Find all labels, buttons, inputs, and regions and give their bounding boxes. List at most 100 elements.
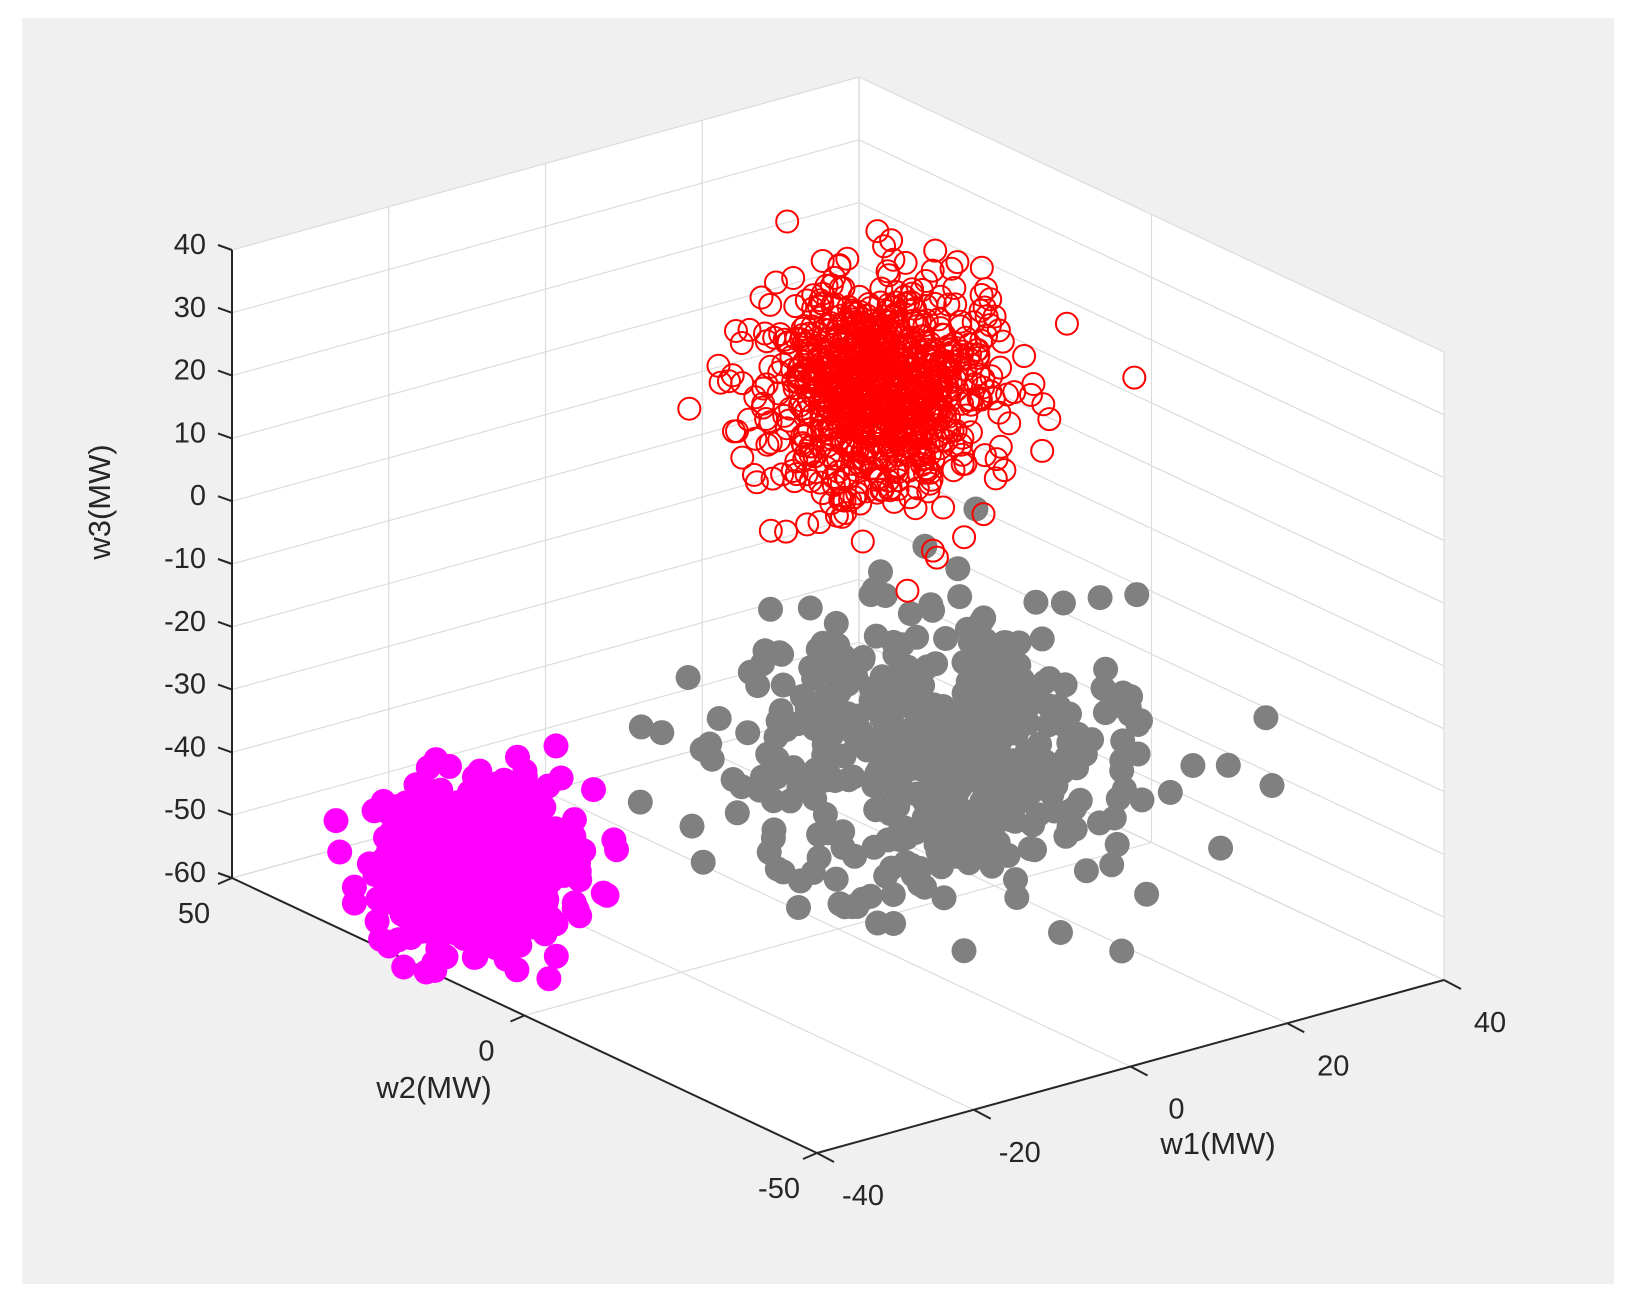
- data-point: [894, 679, 920, 705]
- data-point: [863, 623, 889, 649]
- data-point: [998, 680, 1024, 706]
- data-point: [886, 733, 912, 759]
- data-point: [628, 714, 654, 740]
- grid-line: [231, 327, 860, 502]
- data-point: [802, 444, 827, 469]
- data-point: [770, 672, 796, 698]
- data-point: [512, 833, 538, 859]
- data-point: [512, 758, 538, 784]
- data-point: [972, 295, 997, 320]
- data-point: [413, 959, 439, 985]
- z-tick-label: -10: [164, 543, 206, 575]
- data-point: [957, 699, 983, 725]
- data-point: [963, 496, 989, 522]
- data-point: [951, 938, 977, 964]
- data-point: [1073, 858, 1099, 884]
- data-point: [941, 349, 966, 374]
- data-point: [784, 449, 809, 474]
- data-point: [942, 276, 967, 300]
- data-point: [504, 957, 530, 983]
- data-point: [941, 761, 967, 786]
- data-point: [377, 929, 403, 955]
- data-point: [416, 844, 442, 870]
- data-point: [881, 911, 907, 936]
- data-point: [923, 651, 949, 677]
- data-point: [725, 419, 749, 444]
- data-point: [986, 318, 1011, 343]
- data-point: [800, 859, 826, 885]
- data-point: [880, 389, 905, 414]
- data-point: [842, 485, 867, 510]
- data-point: [838, 364, 863, 389]
- data-point: [912, 874, 938, 900]
- data-point: [888, 655, 914, 681]
- data-point: [449, 809, 475, 834]
- z-tick: [217, 306, 233, 314]
- z-tick-label: -30: [164, 669, 206, 701]
- data-point: [767, 428, 792, 453]
- data-point: [898, 485, 923, 510]
- data-point: [1259, 773, 1285, 798]
- data-point: [393, 790, 419, 816]
- data-point: [1124, 582, 1150, 608]
- data-point: [1019, 382, 1043, 407]
- data-point: [1079, 727, 1105, 753]
- data-point: [1002, 808, 1028, 834]
- data-point: [561, 824, 587, 849]
- y-axis-label: w2(MW): [375, 1070, 491, 1105]
- data-point: [1109, 748, 1135, 774]
- data-point: [850, 529, 875, 554]
- data-point: [502, 796, 528, 822]
- data-point: [373, 825, 398, 851]
- data-point: [987, 400, 1012, 425]
- data-point: [926, 395, 951, 420]
- data-point: [856, 386, 881, 411]
- data-point: [794, 288, 819, 313]
- data-point: [801, 296, 826, 321]
- y-tick: [217, 877, 233, 885]
- data-point: [1054, 311, 1079, 336]
- data-point: [968, 387, 993, 412]
- z-tick-label: 40: [174, 229, 206, 261]
- data-point: [909, 278, 934, 302]
- data-point: [869, 276, 894, 301]
- data-point: [870, 336, 895, 361]
- z-tick: [217, 495, 233, 503]
- data-point: [819, 491, 844, 516]
- data-point: [881, 247, 906, 272]
- data-point: [931, 495, 956, 520]
- data-point: [806, 822, 832, 847]
- data-point: [444, 890, 470, 916]
- data-point: [1092, 700, 1118, 726]
- data-point: [918, 471, 942, 496]
- data-point: [454, 852, 479, 877]
- data-point: [939, 256, 964, 281]
- data-point: [945, 250, 970, 275]
- data-point: [754, 372, 779, 397]
- data-point: [590, 880, 616, 906]
- data-point: [896, 290, 920, 315]
- x-tick: [1286, 1022, 1305, 1034]
- data-point: [988, 355, 1013, 380]
- data-point: [543, 943, 569, 969]
- data-point: [785, 365, 810, 390]
- data-point: [1050, 590, 1076, 616]
- data-point: [990, 632, 1015, 657]
- data-point: [761, 817, 787, 843]
- data-point: [1023, 589, 1049, 615]
- series-cluster-1: [677, 209, 1147, 603]
- data-point: [819, 353, 844, 378]
- z-tick: [217, 558, 233, 565]
- data-point: [953, 811, 979, 837]
- data-point: [1099, 852, 1125, 878]
- data-point: [931, 885, 957, 911]
- z-tick: [217, 746, 233, 754]
- data-point: [783, 294, 808, 319]
- data-point: [903, 496, 928, 521]
- data-point: [437, 753, 462, 779]
- data-point: [1122, 365, 1147, 390]
- data-point: [872, 319, 897, 344]
- data-point: [895, 335, 920, 360]
- data-point: [821, 473, 846, 498]
- data-point: [819, 364, 844, 389]
